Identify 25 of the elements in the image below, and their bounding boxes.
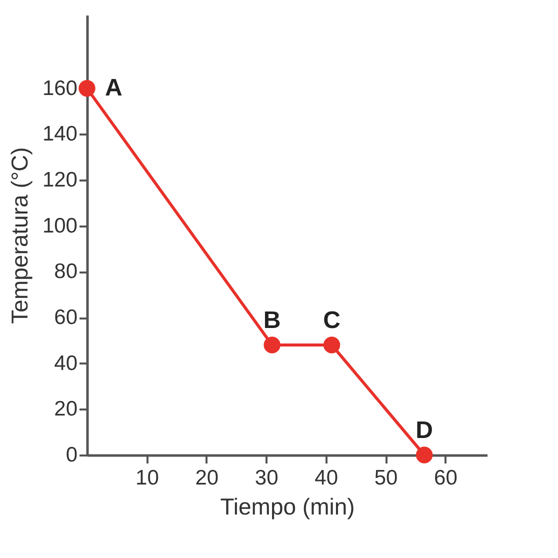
annotation: B xyxy=(263,307,281,334)
point xyxy=(78,80,96,97)
x-tick-label: 10 xyxy=(136,466,159,490)
annotation: D xyxy=(416,417,433,444)
y-tick-label: 140 xyxy=(42,122,78,146)
y-tick-label: 0 xyxy=(66,444,78,466)
point xyxy=(264,336,280,354)
y-tick-label: 120 xyxy=(42,168,78,192)
annotation: A xyxy=(105,74,122,102)
point xyxy=(323,336,340,354)
y-tick-label: 40 xyxy=(54,352,78,375)
point xyxy=(416,446,433,464)
y-tick-label: 20 xyxy=(54,398,78,421)
y-tick-label: 60 xyxy=(54,306,78,329)
x-tick-label: 20 xyxy=(195,466,219,490)
x-axis-title: Tiempo (min) xyxy=(220,494,355,520)
annotation: C xyxy=(323,307,340,334)
x-tick-label: 40 xyxy=(314,466,338,490)
x-tick-label: 30 xyxy=(254,466,278,490)
x-tick-label: 60 xyxy=(434,466,458,490)
y-axis-title: Temperatura (°C) xyxy=(6,147,32,324)
y-tick-label: 160 xyxy=(42,76,78,100)
x-tick-label: 50 xyxy=(374,466,398,490)
y-tick-label: 80 xyxy=(54,260,78,284)
y-tick-label: 100 xyxy=(42,214,78,238)
